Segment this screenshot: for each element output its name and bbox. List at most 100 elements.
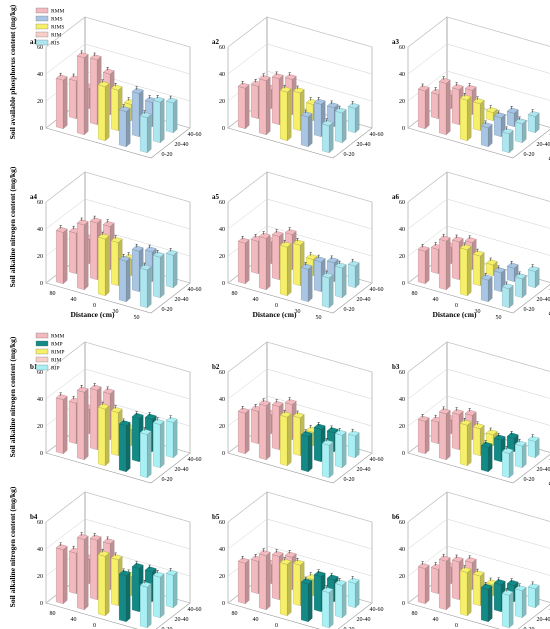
bar-side bbox=[425, 417, 430, 455]
bar-0-20-0 bbox=[459, 242, 472, 297]
bar-front bbox=[90, 220, 98, 280]
distance-tick-label: 0 bbox=[455, 303, 458, 309]
bar-top bbox=[258, 75, 271, 81]
depth-tick-label: 40-60 bbox=[370, 132, 384, 138]
legend-swatch bbox=[35, 23, 49, 30]
bar-front bbox=[528, 269, 536, 288]
bar-0-20-40 bbox=[438, 76, 451, 136]
depth-tick-label: 40-60 bbox=[188, 457, 202, 463]
bar-front bbox=[301, 434, 309, 472]
bar-top bbox=[321, 587, 334, 593]
bar-top bbox=[417, 563, 430, 569]
y-tick-label: 0 bbox=[222, 126, 225, 132]
bar-top bbox=[300, 263, 313, 270]
bar-top bbox=[313, 256, 326, 263]
bar-side bbox=[425, 564, 430, 605]
y-axis-title: Soil available phosphorus content (mg/kg… bbox=[8, 4, 17, 139]
bar-top bbox=[102, 68, 115, 75]
bar-top bbox=[300, 578, 313, 585]
bar-front bbox=[111, 557, 119, 606]
y-tick-label: 60 bbox=[399, 200, 405, 206]
bar-front bbox=[259, 236, 267, 290]
y-tick-label: 40 bbox=[219, 397, 225, 403]
bar-top bbox=[102, 538, 115, 545]
bar-front bbox=[251, 84, 259, 119]
bar-side bbox=[509, 591, 514, 629]
y-tick-label: 60 bbox=[219, 45, 225, 51]
y-tick-label: 20 bbox=[37, 99, 43, 105]
gridline bbox=[45, 16, 191, 48]
bar-0-20-50 bbox=[139, 262, 152, 309]
bar-front bbox=[460, 423, 468, 466]
bar-side bbox=[308, 432, 313, 473]
bar-front bbox=[77, 222, 85, 290]
bar-side bbox=[535, 585, 540, 609]
bar-0-20-0 bbox=[459, 418, 472, 467]
bar-0-20-30 bbox=[300, 429, 313, 473]
bar-top bbox=[118, 255, 131, 262]
bar-side bbox=[245, 239, 250, 285]
x-axis-title: Distance (cm) bbox=[71, 310, 115, 319]
bar-front bbox=[301, 581, 309, 622]
bar-0-20-80 bbox=[55, 225, 68, 285]
bar-front bbox=[293, 415, 301, 456]
bar-top bbox=[464, 557, 477, 563]
bar-front bbox=[90, 57, 98, 125]
bar-top bbox=[485, 259, 498, 266]
bar-side bbox=[147, 113, 152, 154]
bar-0-20-30 bbox=[480, 440, 493, 473]
y-tick-label: 20 bbox=[399, 99, 405, 105]
bar-front bbox=[502, 451, 510, 478]
bar-top bbox=[501, 128, 514, 135]
panel-b4: 0 20 40 60 Soil alkaline nitrogen content (m… bbox=[8, 486, 202, 629]
bar-front bbox=[166, 420, 174, 458]
distance-tick-label: 30 bbox=[113, 309, 119, 315]
bar-0-20-80 bbox=[55, 72, 68, 130]
distance-tick-label: 0 bbox=[275, 303, 278, 309]
bar-front bbox=[314, 259, 322, 292]
x-axis-title: Distance (cm) bbox=[433, 310, 477, 319]
bar-0-20-30 bbox=[118, 254, 131, 303]
bar-top bbox=[480, 274, 493, 281]
gridline bbox=[45, 491, 191, 523]
legend-swatch bbox=[35, 7, 49, 14]
bar-side bbox=[266, 76, 271, 136]
bar-front bbox=[69, 401, 77, 444]
y-tick-label: 40 bbox=[37, 397, 43, 403]
y-tick-label: 20 bbox=[37, 254, 43, 260]
bar-20-40-50 bbox=[514, 271, 527, 299]
bar-side bbox=[522, 120, 527, 144]
y-tick-label: 0 bbox=[222, 451, 225, 457]
bar-top bbox=[438, 555, 451, 562]
bar-front bbox=[335, 583, 343, 618]
bar-top bbox=[292, 559, 305, 566]
bar-side bbox=[245, 559, 250, 605]
bar-top bbox=[326, 574, 339, 581]
bar-front bbox=[272, 234, 280, 280]
bar-front bbox=[481, 278, 489, 302]
bar-front bbox=[293, 243, 301, 286]
bar-0-20-50 bbox=[139, 110, 152, 154]
bar-side bbox=[173, 418, 178, 459]
depth-tick-label: 20-40 bbox=[537, 142, 550, 148]
depth-tick-label: 20-40 bbox=[175, 617, 189, 623]
gridline bbox=[407, 198, 550, 230]
distance-tick-label: 80 bbox=[50, 291, 56, 297]
distance-tick-label: 40 bbox=[433, 617, 439, 623]
bar-front bbox=[431, 420, 439, 444]
bar-top bbox=[131, 562, 144, 569]
bar-top bbox=[237, 82, 250, 89]
bar-0-20-0 bbox=[459, 93, 472, 142]
bar-top bbox=[144, 566, 157, 573]
bar-side bbox=[84, 535, 89, 611]
bar-front bbox=[481, 125, 489, 147]
panel-label: a2 bbox=[212, 38, 220, 46]
bar-40-60-50 bbox=[527, 264, 540, 289]
bar-side bbox=[308, 265, 313, 303]
gridline bbox=[45, 171, 191, 203]
bar-side bbox=[287, 413, 292, 467]
bar-front bbox=[452, 559, 460, 600]
